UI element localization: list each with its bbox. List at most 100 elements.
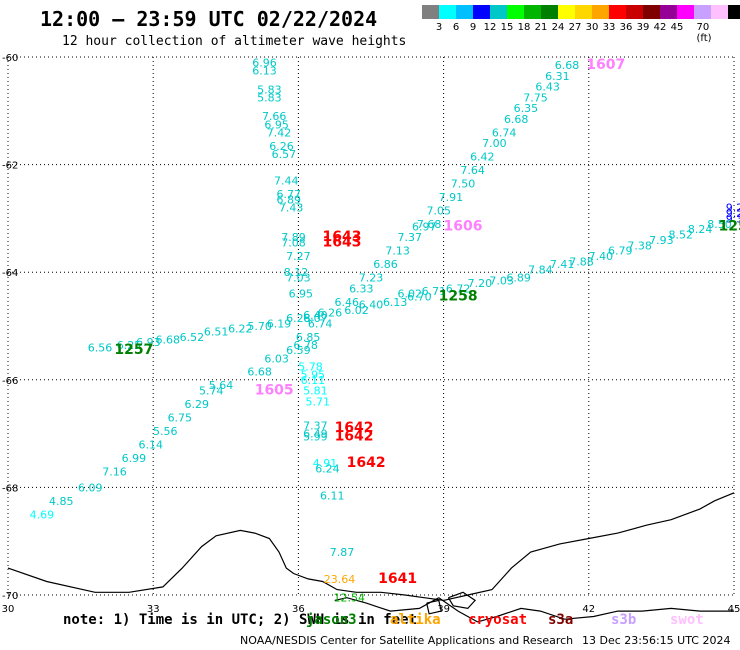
legend-swatch (609, 5, 626, 19)
satellite-track (315, 423, 349, 595)
wave-height-label: 7.03 (286, 272, 311, 285)
y-tick-label: -64 (2, 268, 18, 279)
legend-label: 27 (568, 22, 582, 33)
wave-height-label: 6.11 (320, 489, 345, 502)
wave-height-labels-layer: 6.966.135.835.837.666.957.426.266.577.44… (30, 56, 740, 604)
wave-height-label: 8.12 (284, 266, 309, 279)
legend-label: 18 (517, 22, 531, 33)
wave-height-label: 23.64 (324, 573, 356, 586)
wave-height-label: 6.26 (318, 307, 343, 320)
satellite-legend-s3b: s3b (611, 612, 637, 628)
satellite-legend-swot: swot (670, 612, 704, 628)
page-title: 12:00 – 23:59 UTC 02/22/2024 (40, 7, 378, 31)
wave-height-label: 6.93 (136, 336, 161, 349)
wave-height-label: 6.68 (247, 366, 272, 379)
wave-height-label: 8.52 (669, 229, 694, 242)
wave-height-label: 4.85 (49, 495, 74, 508)
wave-height-label: 6.22 (228, 323, 253, 336)
satellite-legend-jason3: jason3 (306, 612, 357, 628)
wave-height-label: 4.69 (30, 508, 55, 521)
wave-height-label: 6.26 (269, 140, 294, 153)
legend-label: 3 (435, 22, 443, 33)
pass-time-label: 1642 (347, 455, 386, 471)
wave-height-label: 6.77 (276, 188, 301, 201)
wave-height-label: 7.44 (274, 175, 299, 188)
x-tick-label: 42 (582, 604, 595, 615)
wave-height-label: 7.68 (417, 218, 442, 231)
pass-time-label: 1643 (322, 229, 361, 245)
wave-height-label: 6.79 (608, 245, 633, 258)
legend-swatch (507, 5, 524, 19)
legend-swatch (711, 5, 728, 19)
wave-height-label: 6.25 (117, 339, 142, 352)
legend-swatch (473, 5, 490, 19)
wave-height-label: 7.42 (267, 126, 292, 139)
y-tick-label: -66 (2, 376, 18, 387)
coastline-layer (7, 492, 735, 623)
wave-height-label: 4.91 (313, 457, 338, 470)
wave-height-label: 6.07 (303, 312, 328, 325)
wave-height-label: 7.08 (281, 237, 306, 250)
pass-time-label: 1606 (443, 218, 482, 234)
wave-height-label: 7.41 (550, 258, 575, 271)
wave-height-label: 6.78 (293, 339, 318, 352)
legend-label: 45 (670, 22, 684, 33)
wave-height-label: 7.37 (397, 231, 422, 244)
wave-height-label: 6.42 (470, 151, 495, 164)
wave-height-label: 7.13 (385, 245, 410, 258)
wave-height-label: 6.11 (301, 374, 326, 387)
pass-time-label: 1258 (439, 288, 478, 304)
legend-swatch (439, 5, 456, 19)
satellite-legend-s3a: s3a (548, 612, 574, 628)
wave-height-label: 6.74 (492, 126, 517, 139)
wave-height-label: 6.13 (252, 64, 277, 77)
wave-height-label: 6.95 (289, 288, 314, 301)
legend-label: 42 (653, 22, 667, 33)
wave-height-label: 6.02 (344, 304, 369, 317)
wave-height-label: 7.64 (460, 164, 485, 177)
legend-swatch (456, 5, 473, 19)
wave-height-label: 6.72 (446, 282, 471, 295)
wave-height-label: 7.89 (281, 231, 306, 244)
wave-height-label: 7.50 (451, 177, 476, 190)
pass-time-label: 1259 (719, 218, 740, 234)
satellite-track (37, 208, 740, 348)
wave-height-label: 6.24 (315, 463, 340, 476)
wave-height-label: 7.84 (528, 264, 553, 277)
legend-label: 6 (452, 22, 460, 33)
page-subtitle: 12 hour collection of altimeter wave hei… (62, 34, 407, 49)
x-tick-label: 36 (292, 604, 305, 615)
wave-height-label: 6.86 (373, 258, 398, 271)
wave-height-label: 5.83 (257, 91, 282, 104)
wave-height-label: 6.56 (88, 342, 113, 355)
satellite-legend-cryosat: cryosat (468, 612, 528, 628)
wave-height-label: 6.33 (349, 282, 374, 295)
wave-height-label: 7.91 (439, 191, 464, 204)
wave-height-label: 5.74 (199, 385, 224, 398)
wave-height-label: 6.31 (545, 70, 570, 83)
wave-height-label: 6.46 (335, 296, 360, 309)
wave-height-label: 6.74 (308, 317, 333, 330)
wave-height-label: 7.00 (482, 137, 507, 150)
wave-height-label: 6.09 (78, 481, 103, 494)
pass-time-label: 1607 (586, 57, 625, 73)
wave-height-label: 7.05 (427, 204, 452, 217)
legend-swatch (490, 5, 507, 19)
legend-swatch (660, 5, 677, 19)
wave-height-label: 6.89 (506, 272, 531, 285)
wave-height-label: 5.99 (303, 430, 328, 443)
pass-time-label: 1257 (114, 342, 153, 358)
y-tick-label: -60 (2, 53, 18, 64)
legend-swatch (643, 5, 660, 19)
wave-height-label: 6.40 (303, 309, 328, 322)
wave-height-label: 6.89 (276, 194, 301, 207)
wave-height-label: 6.19 (267, 317, 292, 330)
coastline (426, 599, 442, 615)
wave-height-label: 6.57 (272, 148, 297, 161)
pass-time-label: 1642 (335, 428, 374, 444)
wave-height-label: 6.96 (252, 56, 277, 69)
coastline (447, 591, 477, 610)
coastline (7, 492, 735, 602)
wave-height-label: 7.93 (649, 234, 674, 247)
